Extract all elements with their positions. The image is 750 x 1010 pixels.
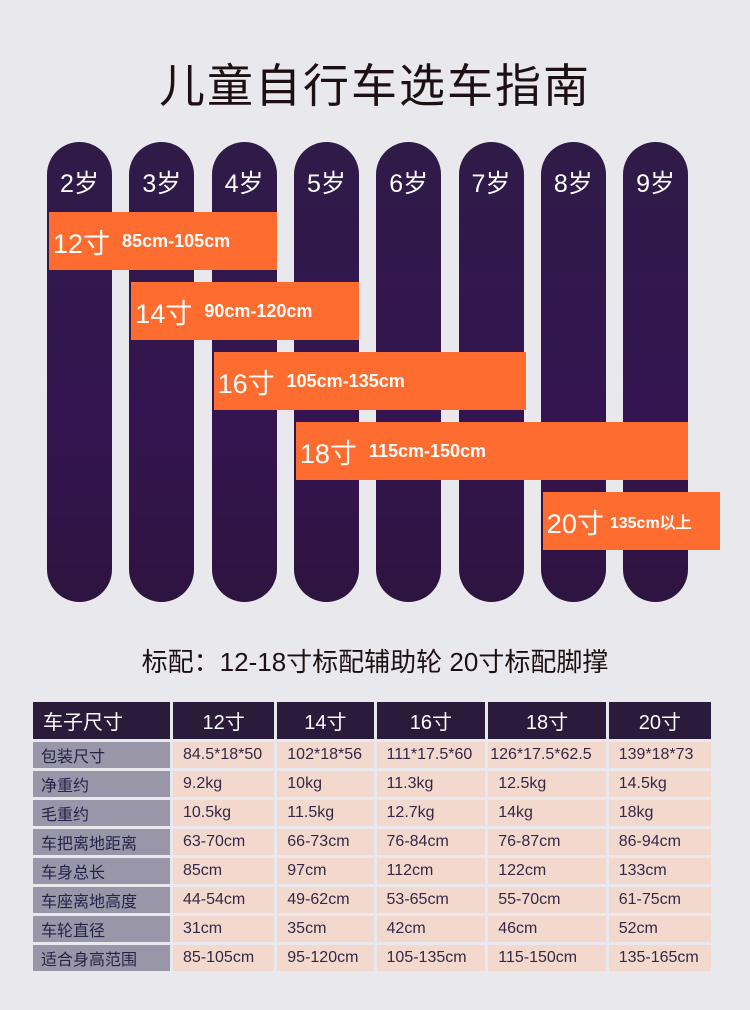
table-cell: 63-70cm	[173, 829, 275, 855]
spec-table: 车子尺寸 12寸 14寸 16寸 18寸 20寸 包装尺寸 84.5*18*50 102*18…	[30, 699, 714, 974]
table-cell: 86-94cm	[608, 829, 711, 855]
bar-height-range-label: 85cm-105cm	[122, 230, 231, 251]
row-label: 车身总长	[33, 858, 170, 884]
table-cell: 14kg	[488, 800, 606, 826]
table-cell: 66-73cm	[277, 829, 374, 855]
size-bar-20寸: 20寸 135cm以上	[542, 492, 721, 550]
bar-size-label: 18寸	[299, 438, 357, 469]
table-header-label: 车子尺寸	[33, 702, 170, 739]
table-cell: 53-65cm	[376, 887, 486, 913]
table-header-row: 车子尺寸 12寸 14寸 16寸 18寸 20寸	[33, 702, 711, 739]
age-size-chart: 2岁 3岁 4岁 5岁 6岁 7岁 8岁 9岁 12寸 85cm-105cm 14寸 90cm-120…	[47, 142, 721, 602]
table-cell: 35cm	[277, 916, 374, 942]
table-cell: 122cm	[488, 858, 606, 884]
table-row: 车轮直径 31cm 35cm 42cm 46cm 52cm	[33, 916, 711, 942]
table-row: 车身总长 85cm 97cm 112cm 122cm 133cm	[33, 858, 711, 884]
table-cell: 105-135cm	[376, 945, 486, 971]
table-cell: 46cm	[488, 916, 606, 942]
table-cell: 84.5*18*50	[173, 742, 275, 768]
table-row: 适合身高范围 85-105cm 95-120cm 105-135cm 115-150cm…	[33, 945, 711, 971]
table-cell: 55-70cm	[488, 887, 606, 913]
table-cell: 76-84cm	[376, 829, 486, 855]
table-cell: 10kg	[277, 771, 374, 797]
table-cell: 115-150cm	[488, 945, 606, 971]
table-cell: 102*18*56	[277, 742, 374, 768]
table-row: 车座离地高度 44-54cm 49-62cm 53-65cm 55-70cm 61-75c…	[33, 887, 711, 913]
table-cell: 11.5kg	[277, 800, 374, 826]
table-header-size: 18寸	[488, 702, 606, 739]
age-label: 6岁	[389, 170, 429, 198]
table-cell: 85cm	[173, 858, 275, 884]
bar-height-range-label: 115cm-150cm	[368, 440, 487, 461]
bar-size-label: 12寸	[53, 228, 111, 259]
table-cell: 44-54cm	[173, 887, 275, 913]
bar-height-range-label: 135cm以上	[609, 515, 692, 532]
table-cell: 14.5kg	[608, 771, 711, 797]
table-header-size: 14寸	[277, 702, 374, 739]
age-column-3	[129, 142, 195, 602]
age-label: 4岁	[224, 170, 264, 198]
table-cell: 139*18*73	[608, 742, 711, 768]
table-cell: 31cm	[173, 916, 275, 942]
table-row: 车把离地距离 63-70cm 66-73cm 76-84cm 76-87cm 86-94c…	[33, 829, 711, 855]
table-cell: 111*17.5*60	[376, 742, 486, 768]
table-cell: 49-62cm	[277, 887, 374, 913]
table-cell: 76-87cm	[488, 829, 606, 855]
table-cell: 135-165cm	[608, 945, 711, 971]
size-bar-16寸: 16寸 105cm-135cm	[213, 352, 527, 410]
size-bar-18寸: 18寸 115cm-150cm	[295, 422, 689, 480]
table-cell: 61-75cm	[608, 887, 711, 913]
table-cell: 126*17.5*62.5	[488, 742, 606, 768]
table-cell: 133cm	[608, 858, 711, 884]
row-label: 车轮直径	[33, 916, 170, 942]
table-cell: 11.3kg	[376, 771, 486, 797]
table-cell: 10.5kg	[173, 800, 275, 826]
age-label: 7岁	[471, 170, 511, 198]
table-cell: 42cm	[376, 916, 486, 942]
row-label: 毛重约	[33, 800, 170, 826]
table-cell: 112cm	[376, 858, 486, 884]
age-label: 5岁	[306, 170, 346, 198]
table-header-size: 16寸	[376, 702, 486, 739]
table-cell: 97cm	[277, 858, 374, 884]
table-cell: 18kg	[608, 800, 711, 826]
table-cell: 52cm	[608, 916, 711, 942]
row-label: 车把离地距离	[33, 829, 170, 855]
age-label: 2岁	[60, 170, 99, 198]
size-bar-14寸: 14寸 90cm-120cm	[131, 282, 359, 340]
bar-size-label: 16寸	[217, 368, 275, 399]
table-row: 包装尺寸 84.5*18*50 102*18*56 111*17.5*60 126*17…	[33, 742, 711, 768]
age-label: 3岁	[142, 170, 182, 198]
row-label: 包装尺寸	[33, 742, 170, 768]
table-cell: 95-120cm	[277, 945, 374, 971]
age-label: 8岁	[553, 170, 593, 198]
table-row: 净重约 9.2kg 10kg 11.3kg 12.5kg 14.5kg	[33, 771, 711, 797]
table-header-size: 20寸	[608, 702, 711, 739]
size-bar-12寸: 12寸 85cm-105cm	[49, 212, 277, 270]
bar-height-range-label: 90cm-120cm	[204, 300, 313, 321]
row-label: 适合身高范围	[33, 945, 170, 971]
age-column-2	[47, 142, 112, 602]
table-body: 包装尺寸 84.5*18*50 102*18*56 111*17.5*60 126*17…	[33, 742, 711, 971]
table-row: 毛重约 10.5kg 11.5kg 12.7kg 14kg 18kg	[33, 800, 711, 826]
table-cell: 12.5kg	[488, 771, 606, 797]
bar-size-label: 20寸	[546, 508, 604, 539]
age-label: 9岁	[636, 170, 676, 198]
bar-size-label: 14寸	[135, 298, 193, 329]
table-header-size: 12寸	[173, 702, 275, 739]
standard-accessories-note: 标配：12-18寸标配辅助轮 20寸标配脚撑	[141, 647, 609, 677]
table-cell: 12.7kg	[376, 800, 486, 826]
bar-height-range-label: 105cm-135cm	[286, 370, 405, 391]
table-cell: 9.2kg	[173, 771, 275, 797]
row-label: 车座离地高度	[33, 887, 170, 913]
page-title: 儿童自行车选车指南	[159, 59, 591, 113]
table-cell: 85-105cm	[173, 945, 275, 971]
row-label: 净重约	[33, 771, 170, 797]
